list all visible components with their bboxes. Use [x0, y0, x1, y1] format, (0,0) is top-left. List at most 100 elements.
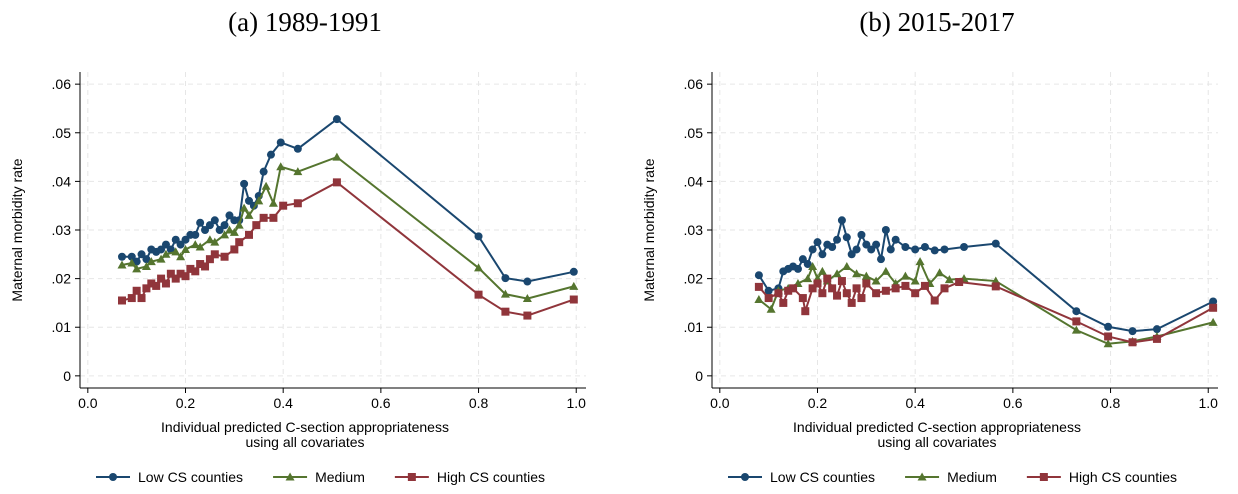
marker — [774, 289, 783, 298]
marker — [920, 243, 929, 252]
marker — [176, 240, 185, 249]
marker — [991, 239, 1000, 248]
marker — [871, 276, 881, 285]
marker — [881, 266, 891, 275]
marker — [569, 295, 578, 304]
marker — [293, 167, 303, 176]
marker — [1104, 332, 1113, 341]
marker — [276, 162, 286, 171]
marker — [911, 245, 920, 254]
marker — [891, 284, 900, 293]
marker — [764, 294, 773, 303]
marker — [501, 274, 510, 283]
marker — [793, 264, 802, 273]
marker — [1208, 317, 1218, 326]
marker — [881, 286, 890, 295]
marker — [817, 266, 827, 275]
x-axis-label: using all covariates — [245, 434, 364, 450]
marker — [141, 261, 151, 270]
marker — [852, 269, 862, 278]
marker — [798, 255, 807, 264]
x-tick-label: 0.4 — [273, 395, 293, 411]
marker — [915, 257, 925, 266]
y-tick-label: .04 — [52, 173, 72, 189]
marker — [252, 221, 261, 230]
marker — [190, 240, 200, 249]
marker — [474, 290, 483, 299]
marker — [842, 233, 851, 242]
panel: (b) 2015-2017 Maternal morbidity rate Indi… — [641, 7, 1218, 485]
legend: Low CS counties Medium High CS counties — [96, 469, 545, 485]
marker — [285, 472, 295, 481]
y-axis-label: Maternal morbidity rate — [641, 158, 657, 301]
marker — [940, 245, 949, 254]
marker — [569, 267, 578, 276]
marker — [261, 181, 271, 190]
marker — [881, 226, 890, 234]
marker — [523, 311, 532, 320]
marker — [741, 473, 749, 481]
marker — [176, 269, 185, 278]
marker — [1152, 325, 1161, 334]
marker — [857, 294, 866, 303]
marker — [813, 238, 822, 247]
marker — [224, 225, 234, 234]
marker — [886, 245, 895, 254]
marker — [1152, 334, 1161, 343]
marker — [754, 282, 763, 291]
marker — [220, 221, 229, 230]
marker — [930, 246, 939, 255]
marker — [808, 284, 817, 293]
y-tick-label: .05 — [52, 125, 72, 141]
marker — [181, 272, 190, 281]
marker — [960, 243, 969, 252]
marker — [266, 150, 275, 159]
marker — [833, 291, 842, 300]
marker — [901, 281, 910, 290]
marker — [132, 286, 141, 295]
marker — [166, 269, 175, 278]
marker — [276, 138, 285, 147]
marker — [215, 226, 224, 234]
marker — [269, 213, 278, 222]
marker — [210, 237, 220, 246]
marker — [801, 307, 810, 316]
marker — [779, 298, 788, 307]
marker — [259, 167, 268, 176]
y-tick-label: 0 — [695, 368, 703, 384]
marker — [833, 235, 842, 244]
marker — [911, 289, 920, 298]
legend-label: Low CS counties — [770, 469, 875, 485]
marker — [132, 264, 142, 273]
y-tick-label: .06 — [684, 76, 704, 92]
marker — [803, 260, 812, 269]
marker — [803, 274, 813, 283]
marker — [1072, 307, 1081, 316]
series-line — [758, 258, 1214, 345]
marker — [220, 252, 229, 261]
marker — [142, 255, 151, 264]
marker — [842, 289, 851, 298]
marker — [891, 235, 900, 244]
marker — [293, 144, 302, 153]
marker — [196, 260, 205, 269]
marker — [862, 279, 871, 288]
marker — [522, 294, 532, 303]
marker — [191, 267, 200, 276]
x-axis-label: Individual predicted C-section appropria… — [793, 419, 1081, 435]
x-tick-label: 0.2 — [808, 395, 828, 411]
marker — [852, 284, 861, 293]
marker — [244, 210, 254, 219]
marker — [127, 258, 137, 267]
marker — [837, 216, 846, 225]
marker — [837, 277, 846, 286]
marker — [474, 232, 483, 241]
marker — [157, 245, 166, 254]
marker — [857, 230, 866, 239]
marker — [1103, 339, 1113, 348]
legend-label: Medium — [315, 469, 365, 485]
marker — [142, 284, 151, 293]
marker — [234, 220, 244, 229]
legend-label: High CS counties — [437, 469, 545, 485]
